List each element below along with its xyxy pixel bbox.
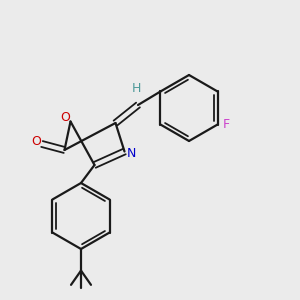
Text: O: O bbox=[31, 135, 41, 148]
Text: H: H bbox=[132, 82, 141, 95]
Text: O: O bbox=[60, 111, 70, 124]
Text: F: F bbox=[223, 118, 230, 131]
Text: N: N bbox=[126, 147, 136, 161]
